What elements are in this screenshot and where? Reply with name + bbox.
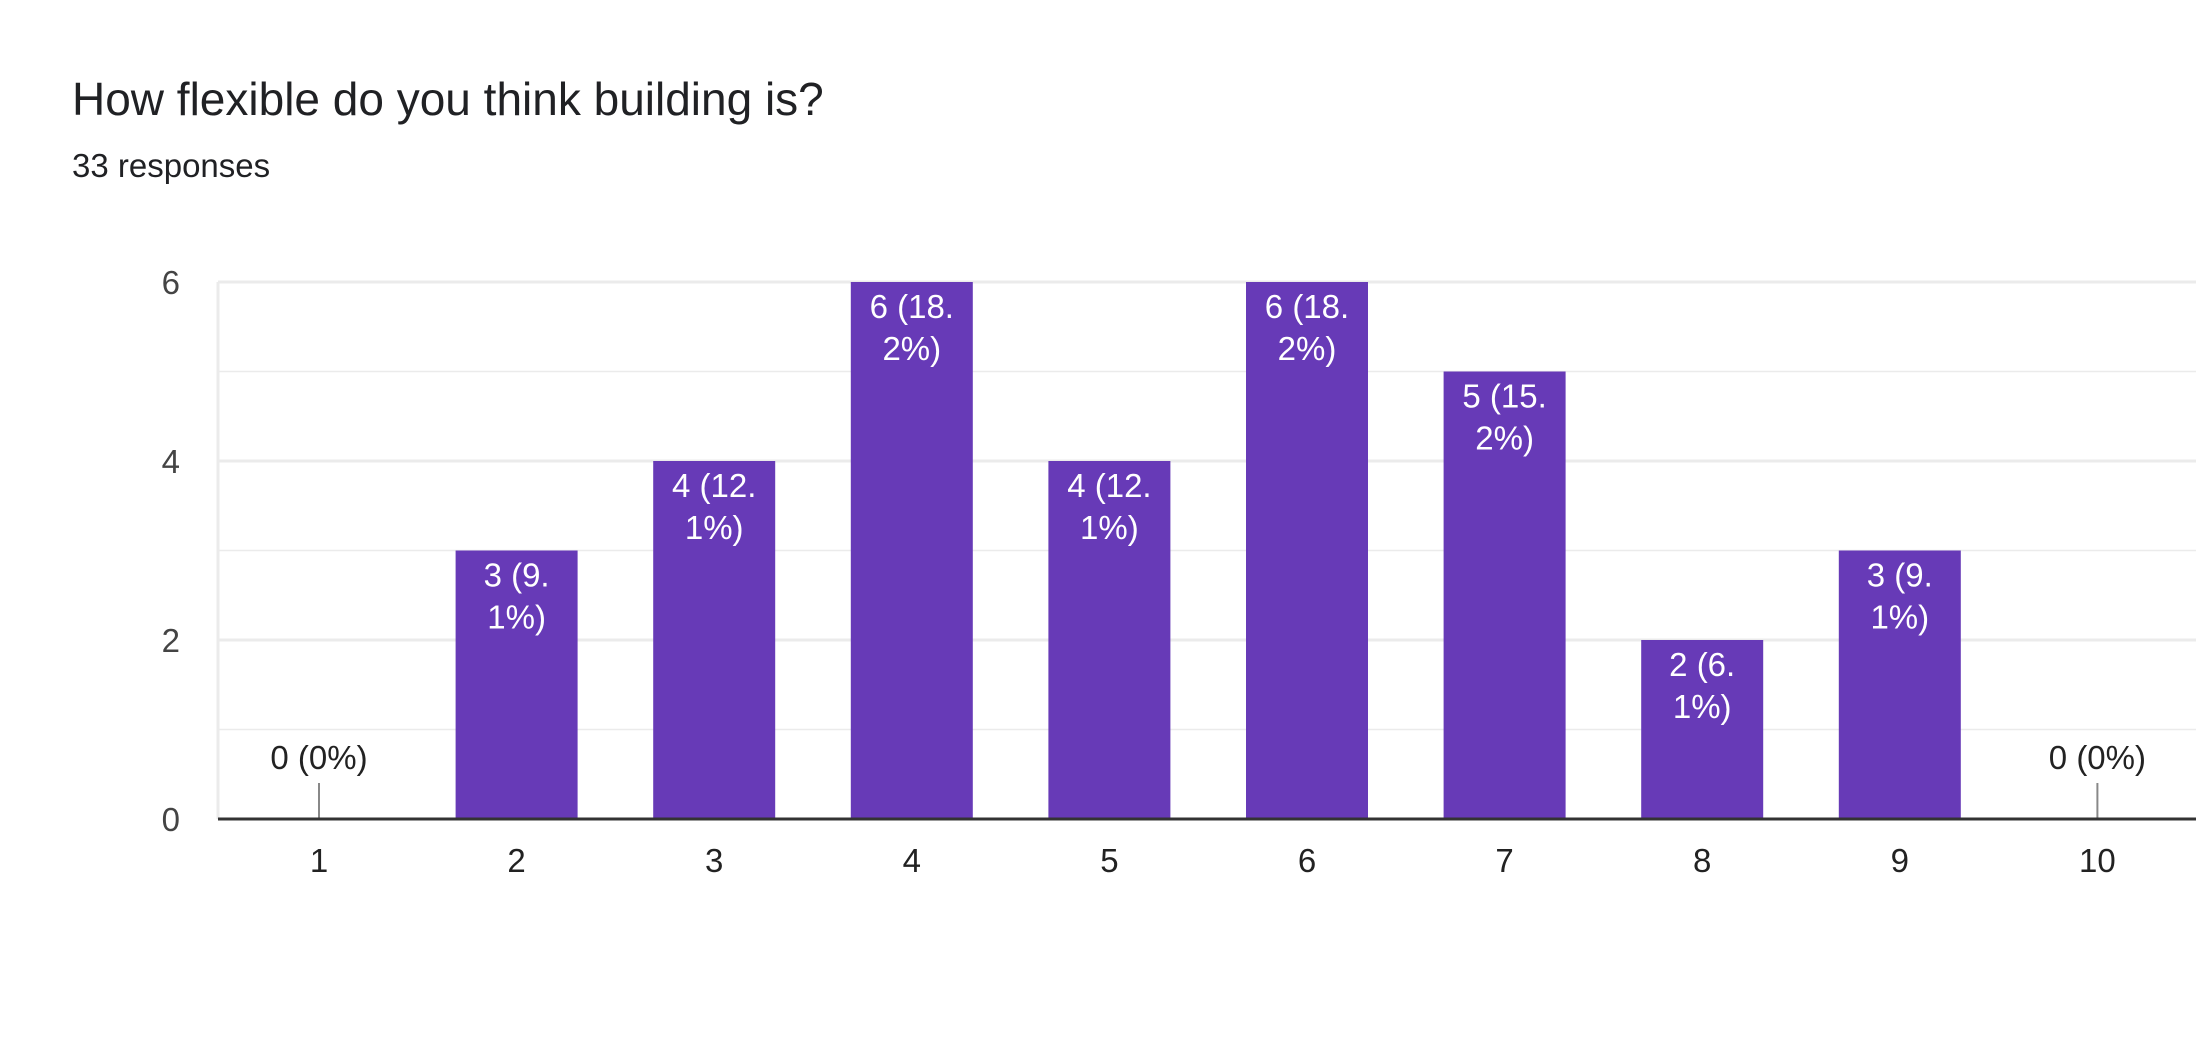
bar xyxy=(1641,640,1764,819)
bar xyxy=(1246,282,1368,819)
bar xyxy=(1838,550,1961,819)
y-tick-label: 4 xyxy=(162,443,180,480)
data-label: 5 (15. 2%) xyxy=(1462,378,1546,457)
data-label: 0 (0%) xyxy=(2049,739,2146,776)
bars xyxy=(318,282,2099,819)
data-label: 3 (9. 1%) xyxy=(1867,557,1933,636)
chart-title: How flexible do you think building is? xyxy=(72,73,824,125)
data-label: 4 (12. 1%) xyxy=(672,467,756,546)
x-tick-label: 8 xyxy=(1693,842,1711,879)
data-label: 3 (9. 1%) xyxy=(484,557,550,636)
x-tick-label: 1 xyxy=(310,842,328,879)
y-tick-label: 2 xyxy=(162,622,180,659)
x-tick-label: 9 xyxy=(1891,842,1909,879)
y-tick-label: 0 xyxy=(162,801,180,838)
bar xyxy=(1443,371,1566,819)
bar xyxy=(1048,461,1171,819)
bar xyxy=(850,282,973,819)
data-labels: 0 (0%) 3 (9. 1%) 4 (12. 1%) 6 (18. 2%) 4 (12. 1%… xyxy=(270,288,2146,776)
data-label: 6 (18. 2%) xyxy=(870,288,954,367)
data-label: 0 (0%) xyxy=(270,739,367,776)
x-tick-label: 10 xyxy=(2079,842,2116,879)
bar xyxy=(653,461,776,819)
data-label: 6 (18. 2%) xyxy=(1265,288,1349,367)
axes: 0 2 4 6 1 2 3 4 5 6 7 8 9 10 xyxy=(162,264,2196,879)
x-tick-label: 3 xyxy=(705,842,723,879)
data-label: 2 (6. 1%) xyxy=(1669,646,1735,725)
data-label: 4 (12. 1%) xyxy=(1067,467,1151,546)
x-tick-label: 4 xyxy=(903,842,921,879)
x-tick-label: 7 xyxy=(1495,842,1513,879)
response-count: 33 responses xyxy=(72,147,271,184)
y-tick-label: 6 xyxy=(162,264,180,301)
x-tick-label: 5 xyxy=(1100,842,1118,879)
x-tick-label: 6 xyxy=(1298,842,1316,879)
x-tick-label: 2 xyxy=(507,842,525,879)
bar xyxy=(455,550,578,819)
